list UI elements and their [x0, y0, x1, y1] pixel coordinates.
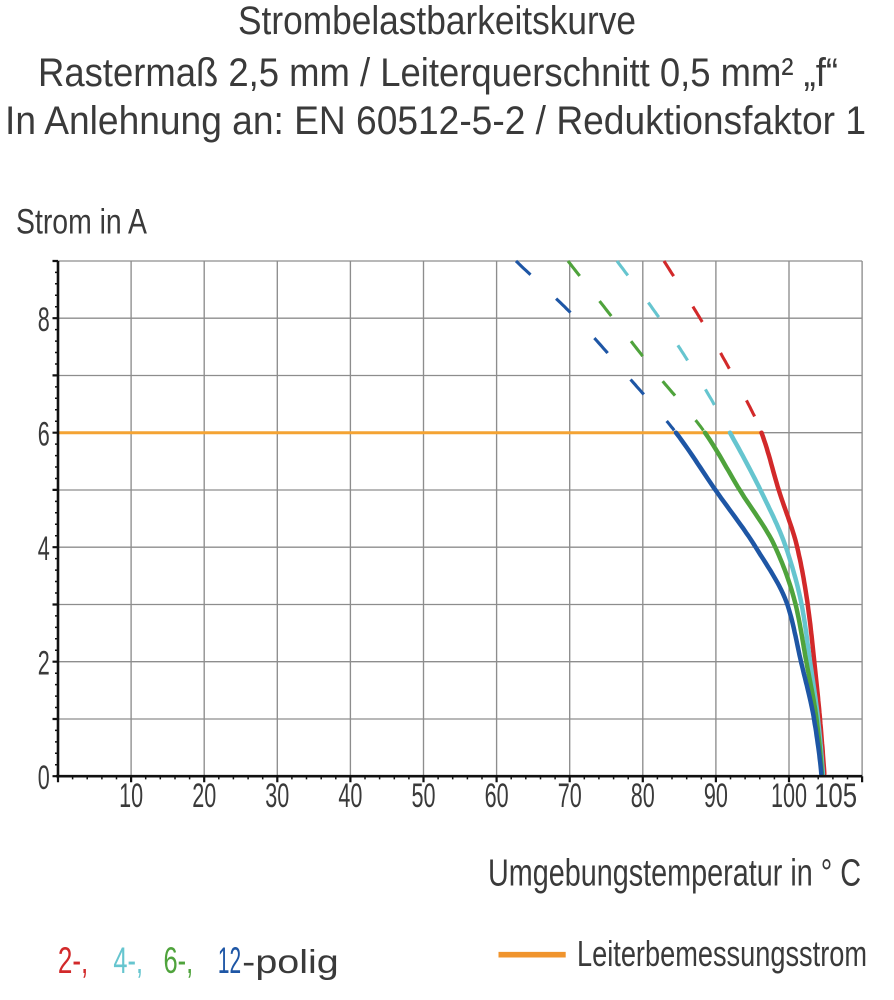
svg-text:6-,: 6-,	[164, 940, 194, 981]
svg-text:90: 90	[704, 777, 728, 815]
svg-text:10: 10	[119, 777, 143, 815]
svg-text:40: 40	[338, 777, 362, 815]
svg-text:100: 100	[771, 777, 807, 815]
svg-text:-polig: -polig	[242, 943, 339, 980]
svg-text:8: 8	[38, 301, 50, 339]
svg-text:In Anlehnung an: EN 60512-5-2: In Anlehnung an: EN 60512-5-2 / Reduktio…	[5, 99, 866, 143]
svg-text:105: 105	[814, 777, 857, 815]
svg-text:30: 30	[265, 777, 289, 815]
svg-text:0: 0	[38, 759, 50, 797]
svg-text:Leiterbemessungsstrom: Leiterbemessungsstrom	[577, 933, 867, 974]
svg-text:60: 60	[485, 777, 509, 815]
svg-text:2-,: 2-,	[58, 940, 88, 981]
svg-text:4: 4	[38, 530, 50, 568]
svg-text:Strom in A: Strom in A	[16, 203, 148, 242]
svg-text:Rastermaß 2,5 mm / Leiterquers: Rastermaß 2,5 mm / Leiterquerschnitt 0,5…	[38, 51, 838, 95]
svg-text:Umgebungstemperatur in ° C: Umgebungstemperatur in ° C	[488, 853, 861, 895]
svg-text:50: 50	[412, 777, 436, 815]
svg-text:Strombelastbarkeitskurve: Strombelastbarkeitskurve	[238, 0, 636, 43]
svg-text:6: 6	[38, 415, 50, 453]
svg-text:2: 2	[38, 644, 50, 682]
svg-text:70: 70	[558, 777, 582, 815]
svg-text:4-,: 4-,	[113, 940, 143, 981]
svg-text:80: 80	[631, 777, 655, 815]
svg-text:20: 20	[192, 777, 216, 815]
svg-text:12: 12	[218, 940, 241, 981]
